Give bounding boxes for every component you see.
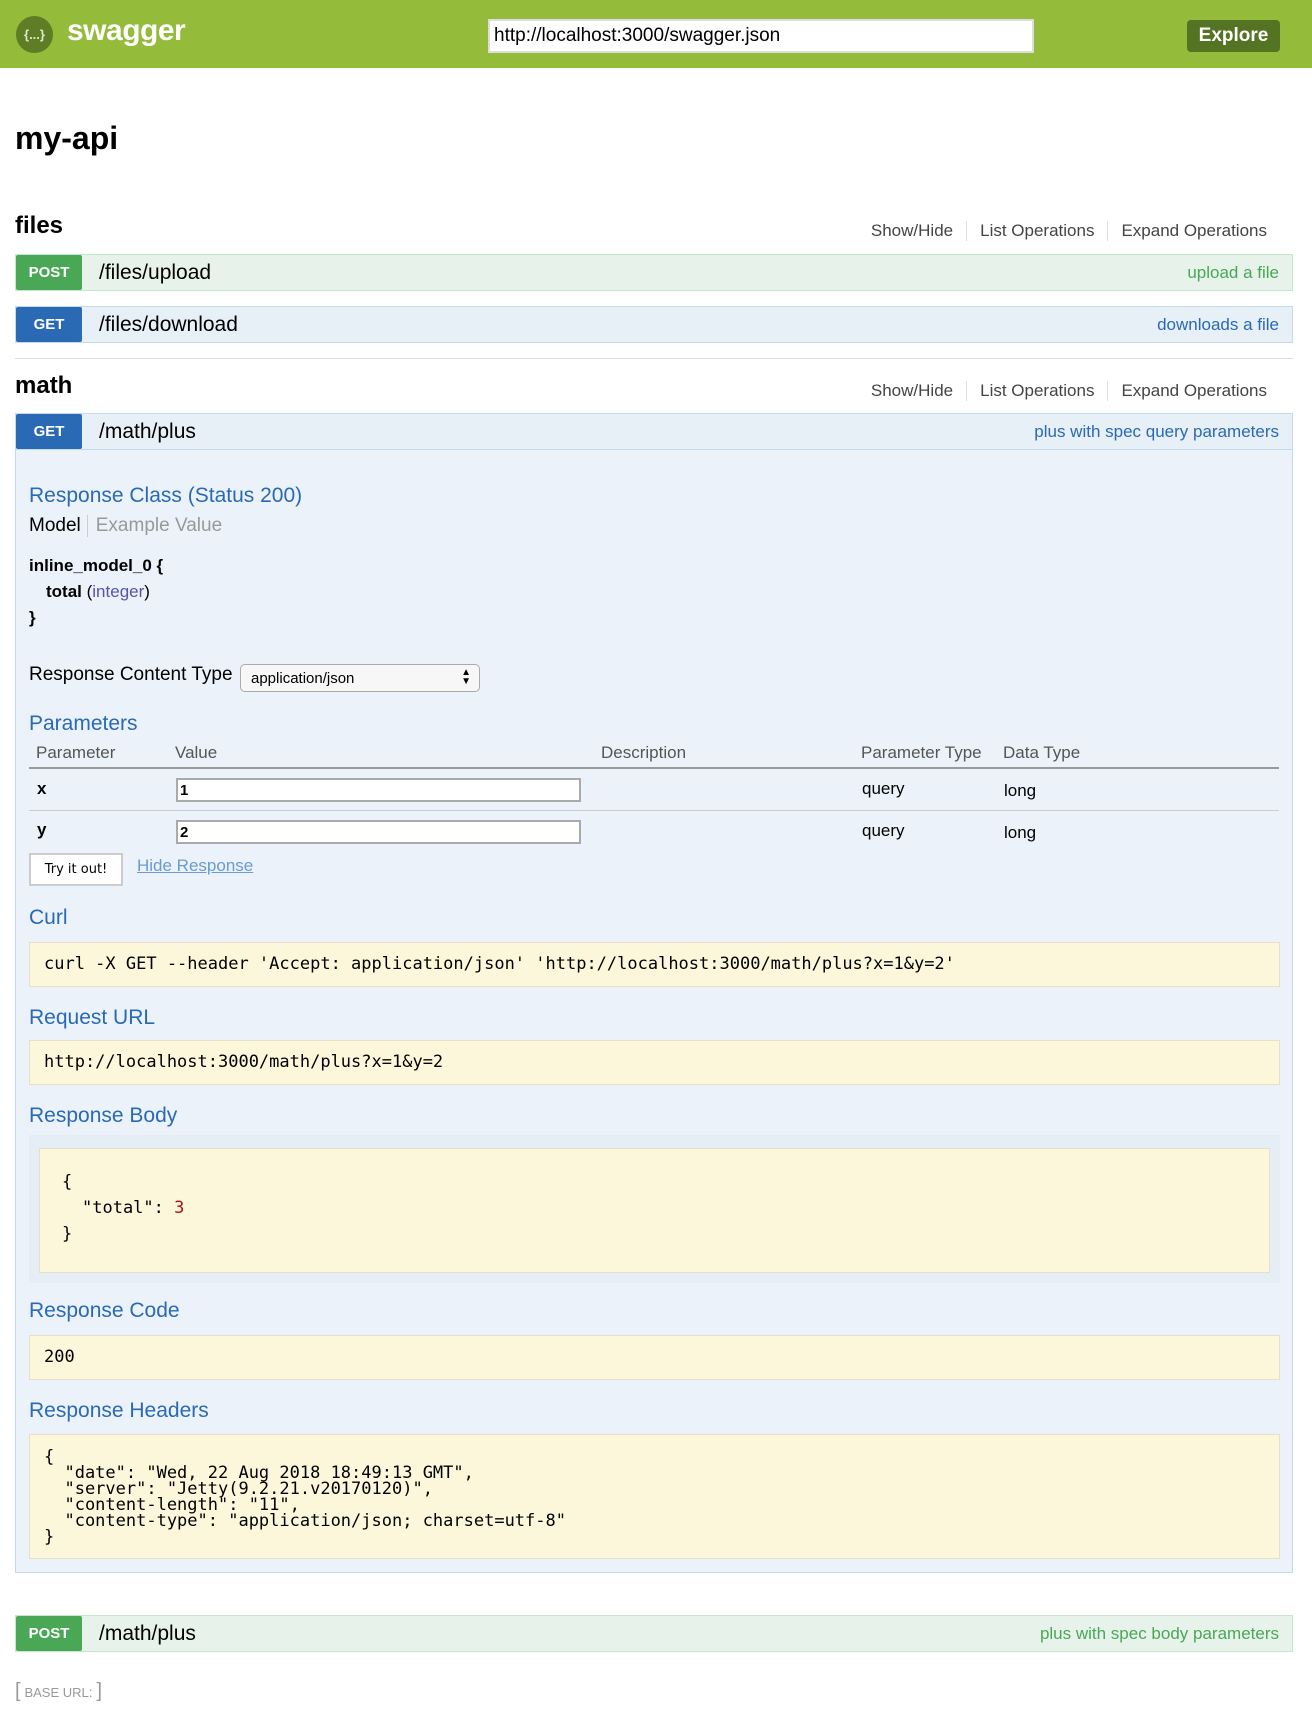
- json-key: "total":: [82, 1198, 175, 1218]
- row-divider: [29, 810, 1279, 811]
- operation-summary[interactable]: downloads a file: [1157, 314, 1279, 334]
- method-badge: POST: [16, 1616, 82, 1651]
- model-close: }: [29, 608, 36, 627]
- response-class-title: Response Class (Status 200): [29, 484, 303, 507]
- curl-title: Curl: [29, 906, 68, 929]
- param-name-y: y: [37, 820, 47, 839]
- select-arrows-icon: ▲ ▼: [461, 667, 471, 687]
- operation-path[interactable]: /files/download: [99, 312, 238, 336]
- col-value: Value: [175, 743, 218, 762]
- model-property: total (integer): [46, 582, 150, 601]
- spec-url-input[interactable]: [488, 19, 1034, 53]
- operation-summary[interactable]: plus with spec query parameters: [1034, 421, 1279, 441]
- request-url: http://localhost:3000/math/plus?x=1&y=2: [29, 1040, 1280, 1085]
- json-open: {: [62, 1172, 73, 1192]
- col-parameter-type: Parameter Type: [861, 743, 982, 762]
- param-x-input[interactable]: [176, 778, 581, 802]
- param-data-type: long: [1004, 823, 1037, 842]
- curl-command: curl -X GET --header 'Accept: applicatio…: [29, 942, 1280, 987]
- response-code-title: Response Code: [29, 1299, 180, 1322]
- list-operations-link[interactable]: List Operations: [966, 221, 1107, 241]
- model-name: inline_model_0 {: [29, 556, 164, 575]
- expand-operations-link[interactable]: Expand Operations: [1107, 381, 1280, 401]
- section-title-math: math: [15, 372, 73, 399]
- param-data-type: long: [1004, 781, 1037, 800]
- property-type: integer: [92, 582, 145, 601]
- page-title: my-api: [15, 120, 119, 156]
- show-hide-link[interactable]: Show/Hide: [870, 221, 954, 240]
- try-it-out-button[interactable]: Try it out!: [29, 853, 123, 886]
- request-url-title: Request URL: [29, 1006, 156, 1029]
- operation-get-files-download[interactable]: GET /files/download downloads a file: [15, 306, 1293, 343]
- hide-response-link[interactable]: Hide Response: [137, 856, 254, 875]
- brand-name: swagger: [67, 14, 186, 47]
- math-section-links: Show/Hide List Operations Expand Operati…: [858, 381, 1280, 401]
- table-header-rule: [29, 767, 1279, 769]
- json-close: }: [62, 1224, 73, 1244]
- operation-path[interactable]: /files/upload: [99, 260, 212, 284]
- col-description: Description: [601, 743, 687, 762]
- param-type: query: [862, 821, 905, 840]
- content-type-select[interactable]: application/json ▲ ▼: [240, 664, 480, 692]
- list-operations-link[interactable]: List Operations: [966, 381, 1107, 401]
- response-code: 200: [29, 1335, 1280, 1380]
- param-y-input[interactable]: [176, 820, 581, 844]
- operation-post-math-plus[interactable]: POST /math/plus plus with spec body para…: [15, 1615, 1293, 1652]
- json-value: 3: [174, 1198, 185, 1218]
- col-data-type: Data Type: [1003, 743, 1081, 762]
- base-url-info: [ BASE URL: ]: [15, 1680, 103, 1702]
- operation-path[interactable]: /math/plus: [99, 1621, 196, 1645]
- method-badge: GET: [16, 414, 82, 449]
- operation-details-panel: [15, 450, 1293, 1573]
- parameters-title: Parameters: [29, 712, 138, 735]
- example-value-tab[interactable]: Example Value: [95, 515, 223, 536]
- response-headers-title: Response Headers: [29, 1399, 209, 1422]
- param-name-x: x: [37, 779, 47, 798]
- model-tabs: Model Example Value: [29, 515, 222, 537]
- explore-button[interactable]: Explore: [1187, 20, 1280, 52]
- model-tab[interactable]: Model: [29, 515, 88, 537]
- show-hide-link[interactable]: Show/Hide: [870, 381, 954, 400]
- property-name: total: [46, 582, 82, 601]
- files-section-links: Show/Hide List Operations Expand Operati…: [858, 221, 1280, 241]
- content-type-label: Response Content Type: [29, 664, 233, 685]
- section-divider: [15, 358, 1293, 359]
- method-badge: GET: [16, 307, 82, 342]
- selected-content-type: application/json: [251, 670, 355, 687]
- section-title-files: files: [15, 212, 64, 239]
- swagger-logo-icon: {...}: [16, 16, 53, 53]
- method-badge: POST: [16, 255, 82, 290]
- response-headers: { "date": "Wed, 22 Aug 2018 18:49:13 GMT…: [29, 1434, 1280, 1559]
- json-line: "total": 3: [62, 1195, 1247, 1221]
- operation-get-math-plus[interactable]: GET /math/plus plus with spec query para…: [15, 413, 1293, 450]
- operation-path[interactable]: /math/plus: [99, 419, 196, 443]
- response-body: { "total": 3 }: [39, 1148, 1270, 1273]
- expand-operations-link[interactable]: Expand Operations: [1107, 221, 1280, 241]
- base-url-label: BASE URL: [24, 1685, 89, 1700]
- operation-summary[interactable]: upload a file: [1187, 262, 1279, 282]
- operation-post-files-upload[interactable]: POST /files/upload upload a file: [15, 254, 1293, 291]
- top-bar: {...} swagger Explore: [0, 0, 1312, 68]
- param-type: query: [862, 779, 905, 798]
- col-parameter: Parameter: [36, 743, 116, 762]
- response-body-title: Response Body: [29, 1104, 178, 1127]
- operation-summary[interactable]: plus with spec body parameters: [1039, 1623, 1279, 1643]
